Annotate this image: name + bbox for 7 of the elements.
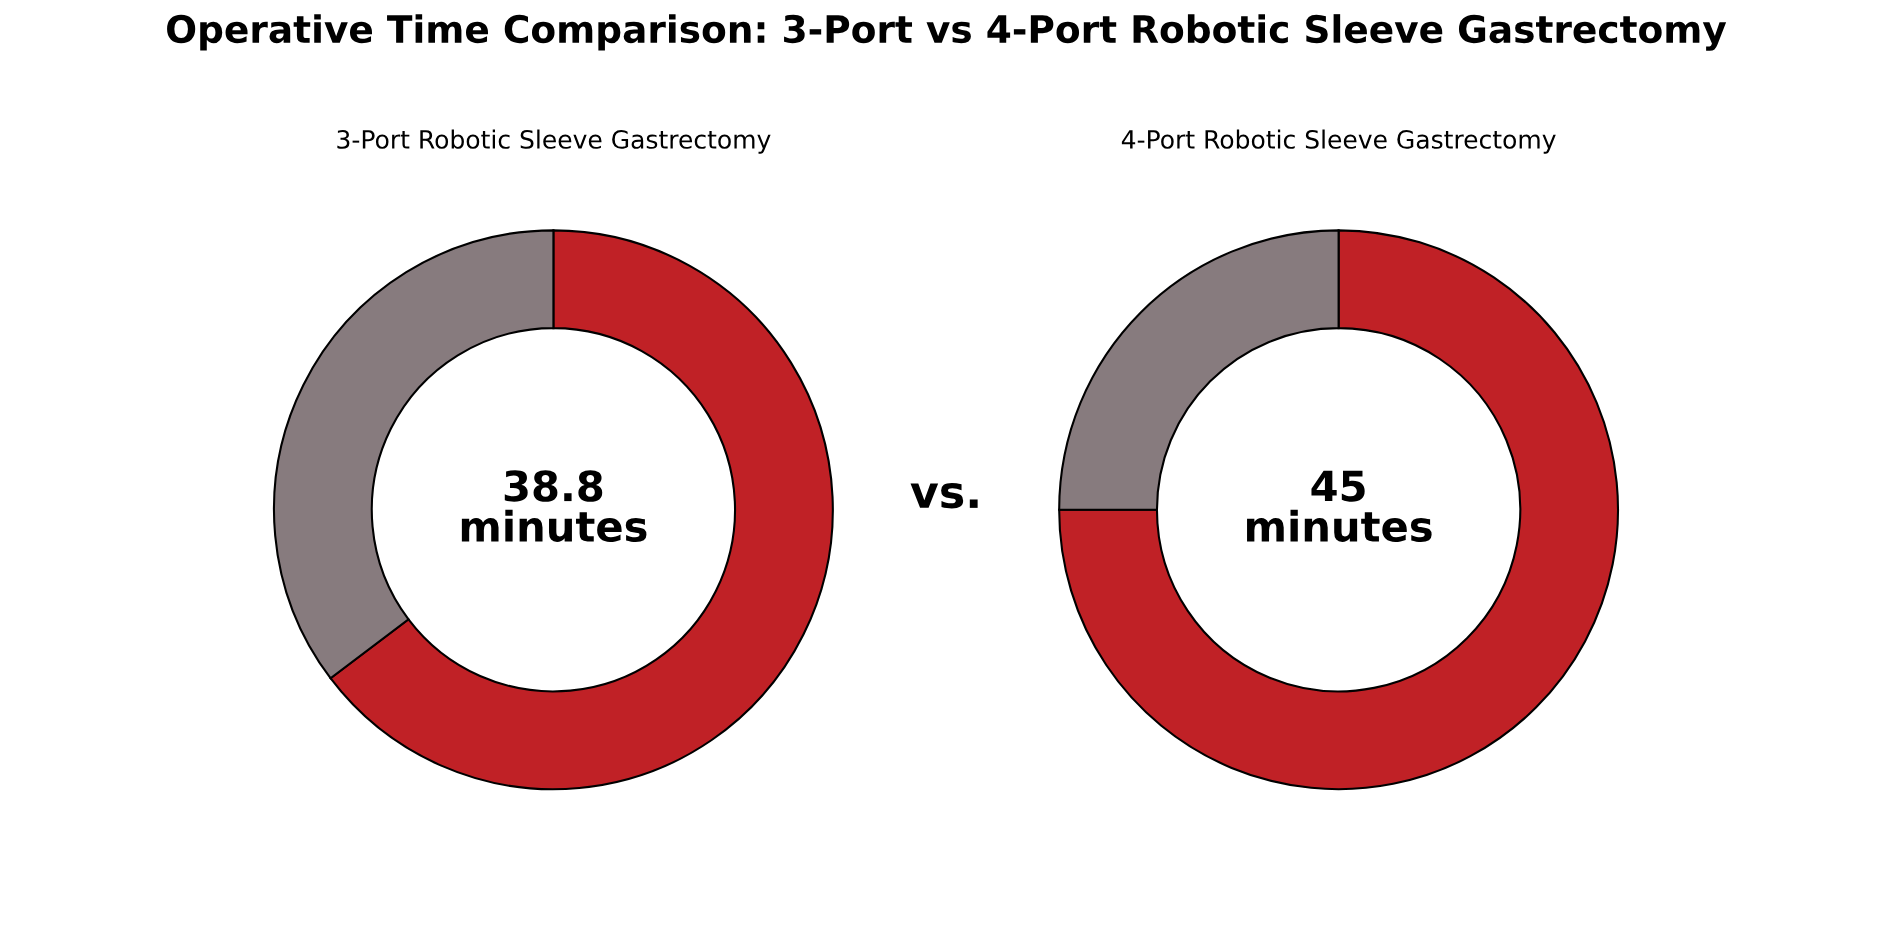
text: 45 minutes	[1247, 470, 1432, 543]
chart-subtitle: 3-Port Robotic Sleeve Gastrectomy	[337, 129, 771, 154]
chart-subtitle: 4-Port Robotic Sleeve Gastrectomy	[1121, 129, 1556, 154]
donut-slice	[1058, 229, 1620, 791]
text: vs.	[910, 482, 978, 509]
text: 38.8 minutes	[461, 470, 647, 543]
text: Operative Time Comparison: 3-Port vs 4-Port Robotic Sleeve Gastrectomy	[167, 14, 1727, 51]
